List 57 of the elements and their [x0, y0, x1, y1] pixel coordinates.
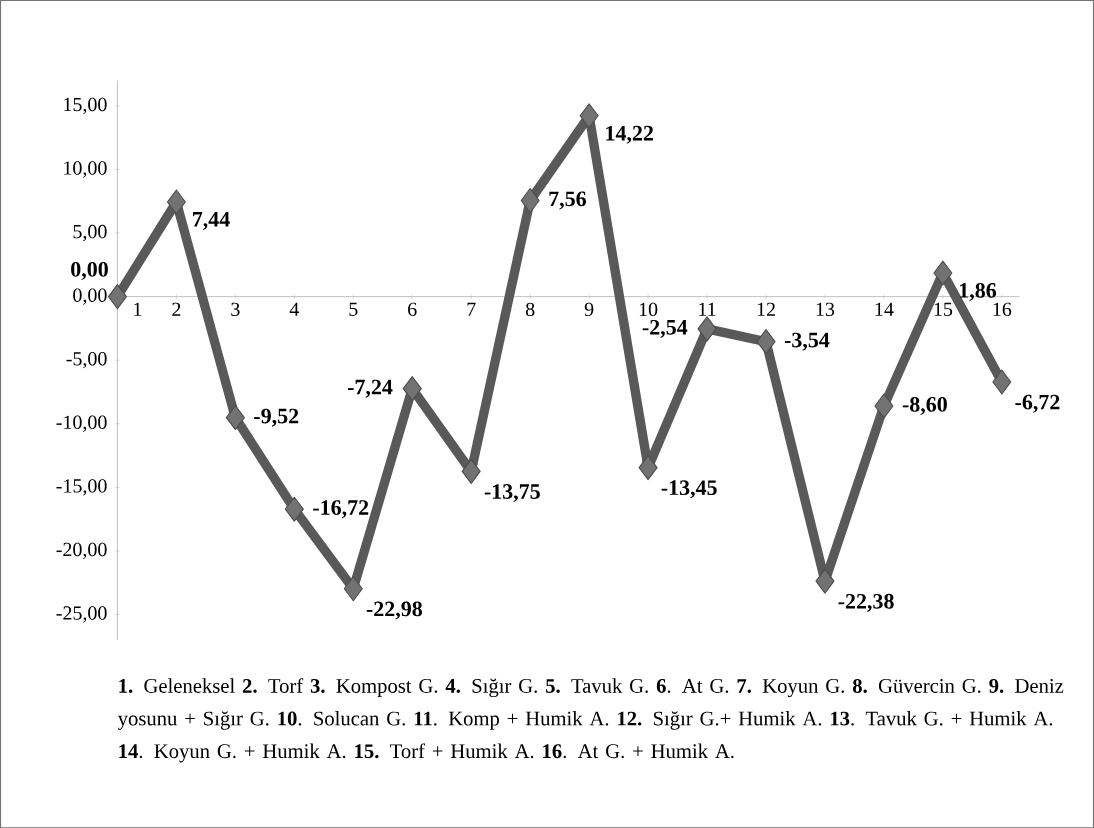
data-label: -13,75	[484, 483, 540, 502]
point	[638, 454, 658, 481]
point	[815, 568, 835, 594]
point	[933, 260, 953, 286]
data-label: 7,44	[193, 211, 230, 230]
x-tick-label: 9	[584, 302, 594, 316]
y-tick-label: -20,00	[56, 542, 107, 559]
x-tick-label: 1	[134, 302, 142, 316]
x-tick-label: 5	[349, 302, 358, 316]
point	[697, 316, 717, 342]
x-tick-label: 7	[467, 302, 476, 316]
y-tick-label: -5,00	[66, 351, 107, 369]
point	[579, 103, 599, 129]
x-tick-label: 16	[993, 302, 1012, 316]
data-label: -7,24	[347, 379, 393, 398]
y-tick-label: -10,00	[56, 415, 107, 432]
data-label: -16,72	[313, 500, 369, 519]
data-label: 7,56	[549, 191, 586, 210]
point	[107, 283, 127, 309]
x-tick-label: 10	[639, 302, 658, 316]
data-label: -22,38	[838, 593, 894, 612]
data-label: -3,54	[784, 332, 830, 351]
point	[284, 496, 304, 522]
y-tick-label: 5,00	[73, 224, 107, 242]
point	[520, 187, 540, 213]
x-tick-label: 4	[289, 302, 299, 316]
x-tick-label: 15	[934, 302, 953, 316]
point	[992, 369, 1012, 395]
x-tick-label: 8	[525, 302, 535, 316]
point	[402, 376, 422, 402]
data-label: -22,98	[366, 601, 423, 620]
x-tick-label: 12	[757, 302, 775, 316]
x-tick-label: 3	[231, 302, 240, 316]
y-tick-label: 0,00	[73, 288, 107, 305]
y-tick-label: -15,00	[56, 479, 107, 496]
point	[461, 458, 481, 484]
data-label: -8,60	[902, 396, 947, 415]
data-label: -2,54	[642, 319, 688, 338]
point	[874, 393, 894, 419]
data-label: 14,22	[606, 125, 653, 144]
data-label: -6,72	[1015, 394, 1060, 413]
x-tick-label: 11	[699, 302, 716, 316]
y-tick-label: -25,00	[56, 606, 107, 623]
x-tick-label: 13	[816, 302, 835, 316]
point	[343, 576, 363, 602]
y-tick-label: 10,00	[64, 161, 107, 178]
data-label: 1,86	[960, 282, 997, 301]
point	[756, 328, 776, 355]
point	[225, 404, 245, 431]
text: 1. Geleneksel 2. Torf 3. Kompost G. 4. Sığır G. 5. Tavuk G. 6. At G. 7. Koyun G. 8. Güvercin G. 9. Deniz yosunu + Sığır G. 10. Solucan G. 11. Komp + Humik A. 12. Sığır G.+ Humik A. 13. Tavuk G. + Humik A. 14. Koyun G. + Humik A. 15. Torf + Humik A. 16. At G. + Humik A.	[117, 678, 1064, 763]
x-tick-label: 6	[408, 302, 417, 316]
data-label: -9,52	[254, 408, 299, 427]
data-label: -13,45	[661, 480, 717, 499]
point	[166, 189, 186, 215]
x-tick-label: 14	[875, 302, 894, 316]
y-tick-label: 15,00	[64, 97, 107, 114]
x-tick-label: 2	[172, 302, 181, 316]
